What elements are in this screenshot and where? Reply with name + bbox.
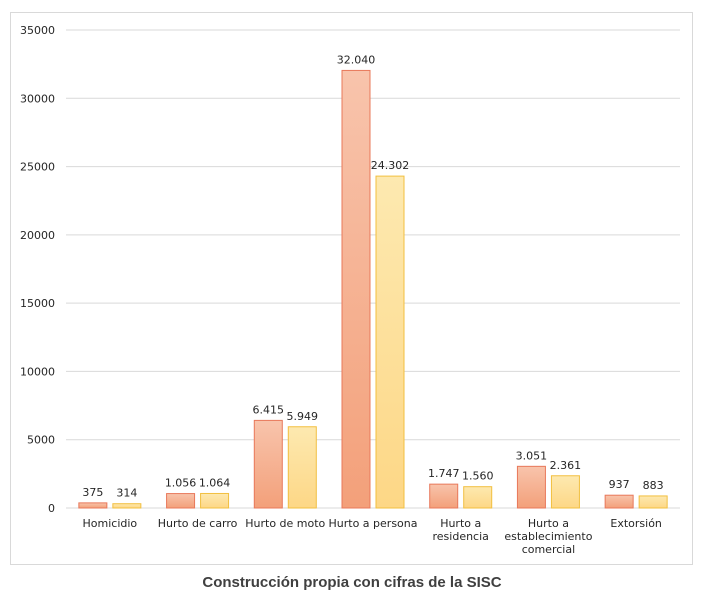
- y-tick-label: 30000: [20, 92, 55, 105]
- bar: [341, 69, 371, 509]
- data-label: 3.051: [516, 449, 548, 462]
- category-label: Hurto a: [528, 517, 569, 530]
- data-label: 375: [82, 486, 103, 499]
- y-tick-label: 35000: [20, 24, 55, 37]
- bar: [638, 495, 668, 509]
- y-tick-label: 25000: [20, 161, 55, 174]
- y-tick-label: 0: [48, 502, 55, 515]
- category-label: Hurto a persona: [329, 517, 418, 530]
- bar: [166, 493, 196, 509]
- data-label: 1.560: [462, 470, 494, 483]
- bar: [463, 486, 493, 509]
- category-label: residencia: [433, 530, 489, 543]
- bar: [375, 175, 405, 509]
- data-label: 2.361: [550, 459, 582, 472]
- data-label: 1.747: [428, 467, 460, 480]
- data-label: 883: [643, 479, 664, 492]
- data-label: 314: [116, 487, 137, 500]
- category-label: Hurto de moto: [245, 517, 325, 530]
- data-label: 1.064: [199, 476, 231, 489]
- category-label: Hurto de carro: [158, 517, 238, 530]
- bar: [550, 475, 580, 509]
- data-label: 24.302: [371, 159, 410, 172]
- bar-chart: 0 5000 10000 15000 20000 25000 30000 35000 375 31…: [20, 24, 680, 556]
- bar: [604, 494, 634, 509]
- bar: [200, 492, 230, 509]
- y-tick-label: 15000: [20, 297, 55, 310]
- data-label: 5.949: [287, 410, 319, 423]
- data-label: 937: [609, 478, 630, 491]
- category-label: Hurto a: [440, 517, 481, 530]
- bar: [253, 419, 283, 509]
- y-tick-label: 10000: [20, 365, 55, 378]
- y-tick-label: 20000: [20, 229, 55, 242]
- bar: [516, 465, 546, 509]
- category-label: establecimiento: [504, 530, 592, 543]
- category-label: comercial: [522, 543, 575, 556]
- y-tick-label: 5000: [27, 434, 55, 447]
- data-label: 32.040: [337, 53, 376, 66]
- bar: [429, 483, 459, 509]
- chart-caption: Construcción propia con cifras de la SIS…: [202, 574, 502, 591]
- bar: [112, 503, 142, 509]
- category-label: Homicidio: [83, 517, 138, 530]
- data-label: 6.415: [253, 403, 285, 416]
- bar: [287, 426, 317, 509]
- bar: [78, 502, 108, 509]
- data-label: 1.056: [165, 477, 197, 490]
- category-label: Extorsión: [610, 517, 662, 530]
